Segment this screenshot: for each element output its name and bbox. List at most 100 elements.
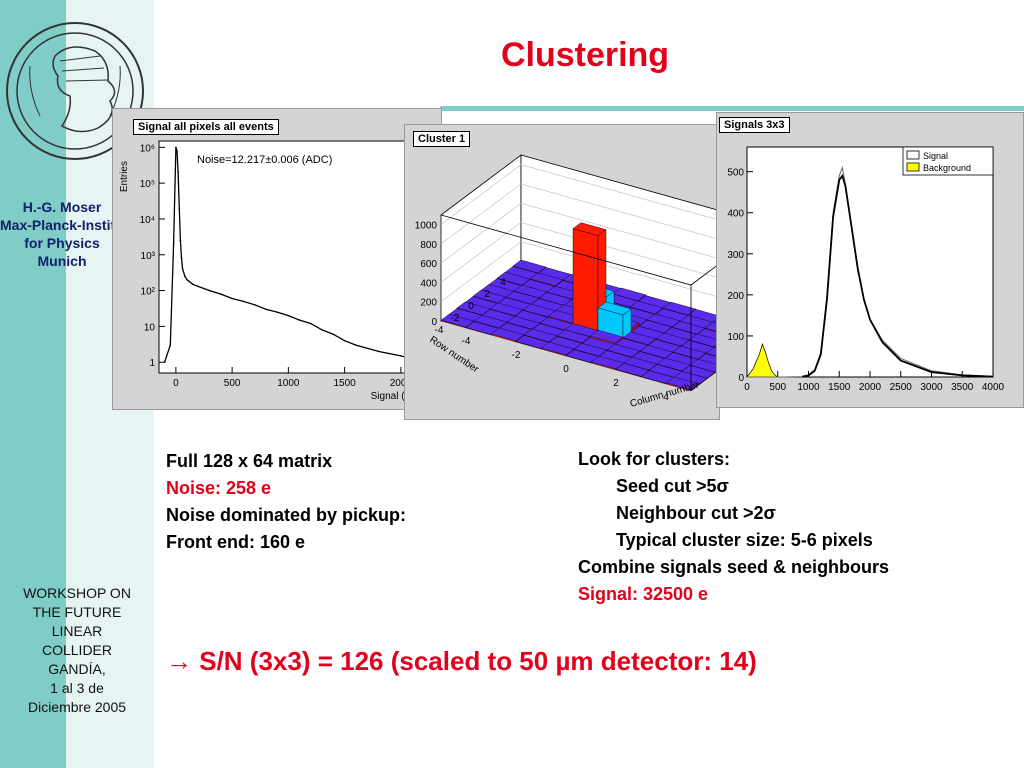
histogram-point (191, 283, 194, 286)
note-seed-cut: Seed cut >5σ (616, 476, 729, 496)
x-tick-label: 500 (224, 378, 241, 389)
lego-bar-top (490, 327, 525, 342)
y-tick-label: 200 (727, 291, 744, 302)
histogram-point (276, 311, 278, 313)
row-axis-label: Row number (427, 334, 481, 375)
cluster-notes: Look for clusters: Seed cut >5σ Neighbou… (578, 446, 889, 608)
histogram-point (310, 322, 312, 325)
histogram-point (377, 350, 380, 353)
fit-curve-line (802, 173, 994, 378)
histogram-point (231, 297, 233, 300)
lego-bar-top (655, 332, 690, 347)
histogram-point (172, 243, 175, 245)
lego-bar-top (440, 313, 475, 328)
cluster-lego-label: Cluster 1 (413, 131, 471, 147)
histogram-point (186, 278, 188, 281)
y-tick-label: 0 (738, 373, 744, 384)
lego-bar-top (662, 301, 697, 316)
lego-bar-top (523, 328, 558, 343)
lego-bar-top (622, 331, 657, 346)
histogram-point (242, 300, 245, 303)
y-tick-label: 10⁴ (140, 215, 155, 226)
signals-3x3-panel: 0 500 1000 1500 2000 2500 3000 3500 4000 0 100 200 3… (716, 112, 1024, 408)
matrix-notes: Full 128 x 64 matrix Noise: 258 e Noise … (166, 448, 406, 556)
y-tick-label: 500 (727, 168, 744, 179)
minerva-logo-icon (6, 22, 144, 160)
author-name: H.-G. Moser (22, 199, 102, 215)
histogram-point (169, 344, 172, 346)
z-gridline (440, 183, 719, 245)
y-tick-label: 10 (144, 322, 156, 333)
note-combine-signals: Combine signals seed & neighbours (578, 557, 890, 577)
lego-bar-top (540, 341, 575, 356)
x-tick-label: 1500 (828, 382, 851, 393)
lego-bar-top (473, 314, 508, 329)
note-cluster-size: Typical cluster size: 5-6 pixels (616, 530, 873, 550)
workshop-line-3: LINEAR (51, 623, 103, 639)
y-tick-label: 400 (727, 209, 744, 220)
author-institute: Max-Planck-Institut (0, 217, 124, 233)
lego-bar-top (656, 357, 691, 372)
z-tick-label: 200 (420, 298, 437, 309)
z-gridline (440, 164, 719, 225)
lego-bar-top (672, 345, 707, 360)
lego-bar-top (489, 302, 524, 317)
lego-bar-top (590, 355, 625, 370)
legend-label-background: Background (923, 163, 971, 173)
y-axis-label: Entries (119, 161, 130, 192)
histogram-point (177, 171, 179, 174)
histogram-point (332, 333, 335, 336)
y-tick-label: 10⁶ (140, 143, 155, 154)
column-tick-label: 0 (563, 364, 569, 375)
signal-histogram-label: Signal all pixels all events (133, 119, 279, 135)
lego-bar-top (496, 271, 531, 286)
note-front-end: Front end: 160 e (166, 532, 306, 552)
x-tick-label: 1000 (797, 382, 820, 393)
x-tick-label: 2500 (890, 382, 913, 393)
header-divider-line (440, 106, 1024, 111)
lego-bar-top (506, 315, 541, 330)
row-tick-label: 2 (484, 289, 490, 300)
y-tick-label: 300 (727, 250, 744, 261)
histogram-point (321, 329, 323, 331)
legend-swatch-background (906, 162, 920, 172)
author-institute-2: for Physics (24, 235, 100, 251)
x-tick-label: 0 (173, 378, 179, 389)
x-tick-label: 3500 (951, 382, 974, 393)
z-tick-label: 400 (420, 278, 437, 289)
histogram-point (181, 268, 184, 270)
lego-bar-top (556, 329, 591, 344)
signals-3x3-label: Signals 3x3 (719, 117, 790, 133)
slide-title: Clustering (500, 36, 670, 74)
z-tick-label: 600 (420, 259, 437, 270)
histogram-point (208, 289, 211, 292)
cluster-lego-panel: 0 200 400 600 800 1000 -4 -2 0 2 4 -4 -2 0 2 4 Column nu… (404, 124, 720, 420)
noise-annotation: Noise=12.217±0.006 (ADC) (197, 154, 332, 166)
histogram-point (197, 285, 200, 288)
y-tick-label: 10³ (141, 251, 156, 262)
histogram-point (184, 275, 186, 278)
histogram-point (253, 304, 256, 306)
x-tick-label: 1500 (334, 378, 357, 389)
column-axis-label: Column number (629, 380, 701, 410)
x-tick-label: 2000 (390, 378, 413, 389)
lego-bar-top (671, 320, 706, 335)
histogram-point (287, 314, 290, 317)
y-tick-label: 10² (141, 287, 156, 298)
histogram-point (180, 257, 183, 260)
lego-bar-top (704, 321, 719, 333)
column-tick-label: -4 (462, 336, 471, 347)
sidebar-strip-dark (0, 0, 66, 768)
lego-bar-top (572, 222, 607, 236)
z-gridline (440, 202, 719, 264)
lego-bar-top (639, 344, 674, 359)
x-tick-label: 1000 (277, 378, 300, 389)
z-tick-label: 0 (431, 317, 437, 328)
x-tick-label: 0 (744, 382, 750, 393)
lego-bar-top (512, 259, 547, 274)
row-tick-label: 0 (468, 301, 474, 312)
note-pickup: Noise dominated by pickup: (166, 505, 407, 525)
y-tick-label: 10⁵ (140, 179, 155, 190)
plot-frame (158, 140, 430, 374)
histogram-point (298, 319, 301, 321)
